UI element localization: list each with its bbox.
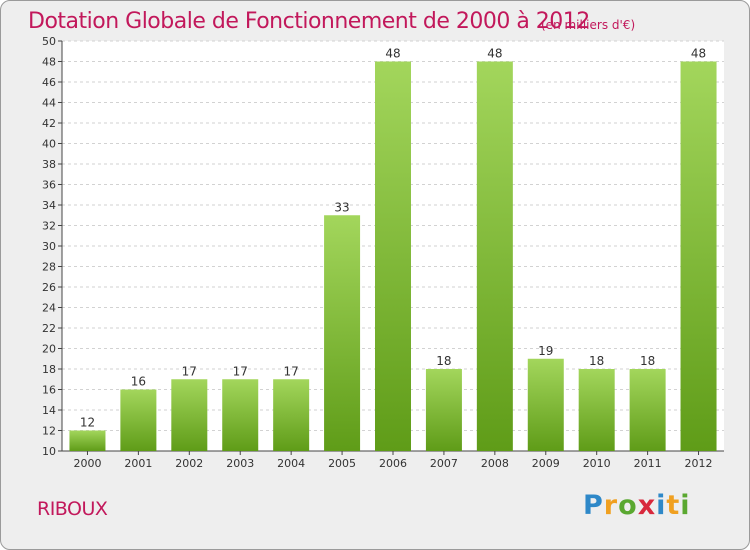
y-tick-label: 36 bbox=[42, 179, 56, 192]
proxiti-logo: Proxiti bbox=[583, 490, 691, 521]
logo-letter: t bbox=[666, 490, 681, 521]
x-tick-label: 2012 bbox=[685, 457, 713, 470]
y-tick-label: 34 bbox=[42, 199, 56, 212]
x-tick-label: 2007 bbox=[430, 457, 458, 470]
bar-value-label: 12 bbox=[80, 416, 95, 430]
x-tick-label: 2006 bbox=[379, 457, 407, 470]
bar bbox=[425, 369, 462, 451]
bar bbox=[324, 215, 361, 451]
bar bbox=[69, 430, 106, 451]
commune-name: RIBOUX bbox=[37, 498, 108, 520]
y-tick-label: 40 bbox=[42, 138, 56, 151]
logo-letter: r bbox=[603, 490, 619, 521]
bar-value-label: 18 bbox=[640, 354, 655, 368]
x-tick-label: 2002 bbox=[175, 457, 203, 470]
bar-value-label: 19 bbox=[538, 344, 553, 358]
y-tick-label: 14 bbox=[42, 404, 56, 417]
x-tick-label: 2008 bbox=[481, 457, 509, 470]
bar bbox=[527, 358, 564, 451]
x-tick-label: 2005 bbox=[328, 457, 356, 470]
y-tick-label: 18 bbox=[42, 363, 56, 376]
bar-value-label: 48 bbox=[385, 47, 400, 61]
logo-letter: i bbox=[656, 490, 667, 521]
bar-value-label: 17 bbox=[182, 364, 197, 378]
bar-value-label: 48 bbox=[487, 47, 502, 61]
x-tick-label: 2011 bbox=[634, 457, 662, 470]
y-tick-label: 38 bbox=[42, 158, 56, 171]
x-tick-label: 2001 bbox=[124, 457, 152, 470]
bar-value-label: 48 bbox=[691, 47, 706, 61]
logo-letter: x bbox=[637, 490, 657, 521]
bar bbox=[120, 389, 157, 451]
logo-letter: P bbox=[583, 490, 604, 521]
y-tick-label: 30 bbox=[42, 240, 56, 253]
y-tick-label: 26 bbox=[42, 281, 56, 294]
y-tick-label: 50 bbox=[42, 35, 56, 48]
y-tick-label: 22 bbox=[42, 322, 56, 335]
y-tick-label: 24 bbox=[42, 302, 56, 315]
y-tick-label: 20 bbox=[42, 343, 56, 356]
logo-letter: i bbox=[680, 490, 691, 521]
x-tick-label: 2000 bbox=[73, 457, 101, 470]
chart-unit-note: (en milliers d'€) bbox=[541, 18, 636, 32]
bar bbox=[375, 61, 411, 451]
bar bbox=[629, 369, 666, 451]
y-tick-label: 46 bbox=[42, 76, 56, 89]
y-tick-label: 48 bbox=[42, 56, 56, 69]
y-tick-label: 12 bbox=[42, 425, 56, 438]
bar bbox=[476, 61, 513, 451]
bar-value-label: 17 bbox=[233, 364, 248, 378]
y-tick-label: 32 bbox=[42, 220, 56, 233]
y-tick-label: 44 bbox=[42, 97, 56, 110]
logo-letter: o bbox=[618, 490, 638, 521]
y-tick-label: 10 bbox=[42, 445, 56, 458]
x-tick-label: 2004 bbox=[277, 457, 305, 470]
bar-value-label: 18 bbox=[436, 354, 451, 368]
bar-value-label: 33 bbox=[334, 200, 349, 214]
bar-value-label: 17 bbox=[284, 364, 299, 378]
bar bbox=[222, 379, 259, 451]
y-tick-label: 16 bbox=[42, 384, 56, 397]
x-tick-label: 2010 bbox=[583, 457, 611, 470]
bar bbox=[680, 61, 717, 451]
bar bbox=[273, 379, 310, 451]
chart-title: Dotation Globale de Fonctionnement de 20… bbox=[28, 9, 590, 34]
x-tick-label: 2009 bbox=[532, 457, 560, 470]
bar-value-label: 16 bbox=[131, 375, 146, 389]
y-tick-label: 28 bbox=[42, 261, 56, 274]
x-tick-label: 2003 bbox=[226, 457, 254, 470]
bar bbox=[578, 369, 615, 451]
bar-value-label: 18 bbox=[589, 354, 604, 368]
bar bbox=[171, 379, 208, 451]
y-tick-label: 42 bbox=[42, 117, 56, 130]
